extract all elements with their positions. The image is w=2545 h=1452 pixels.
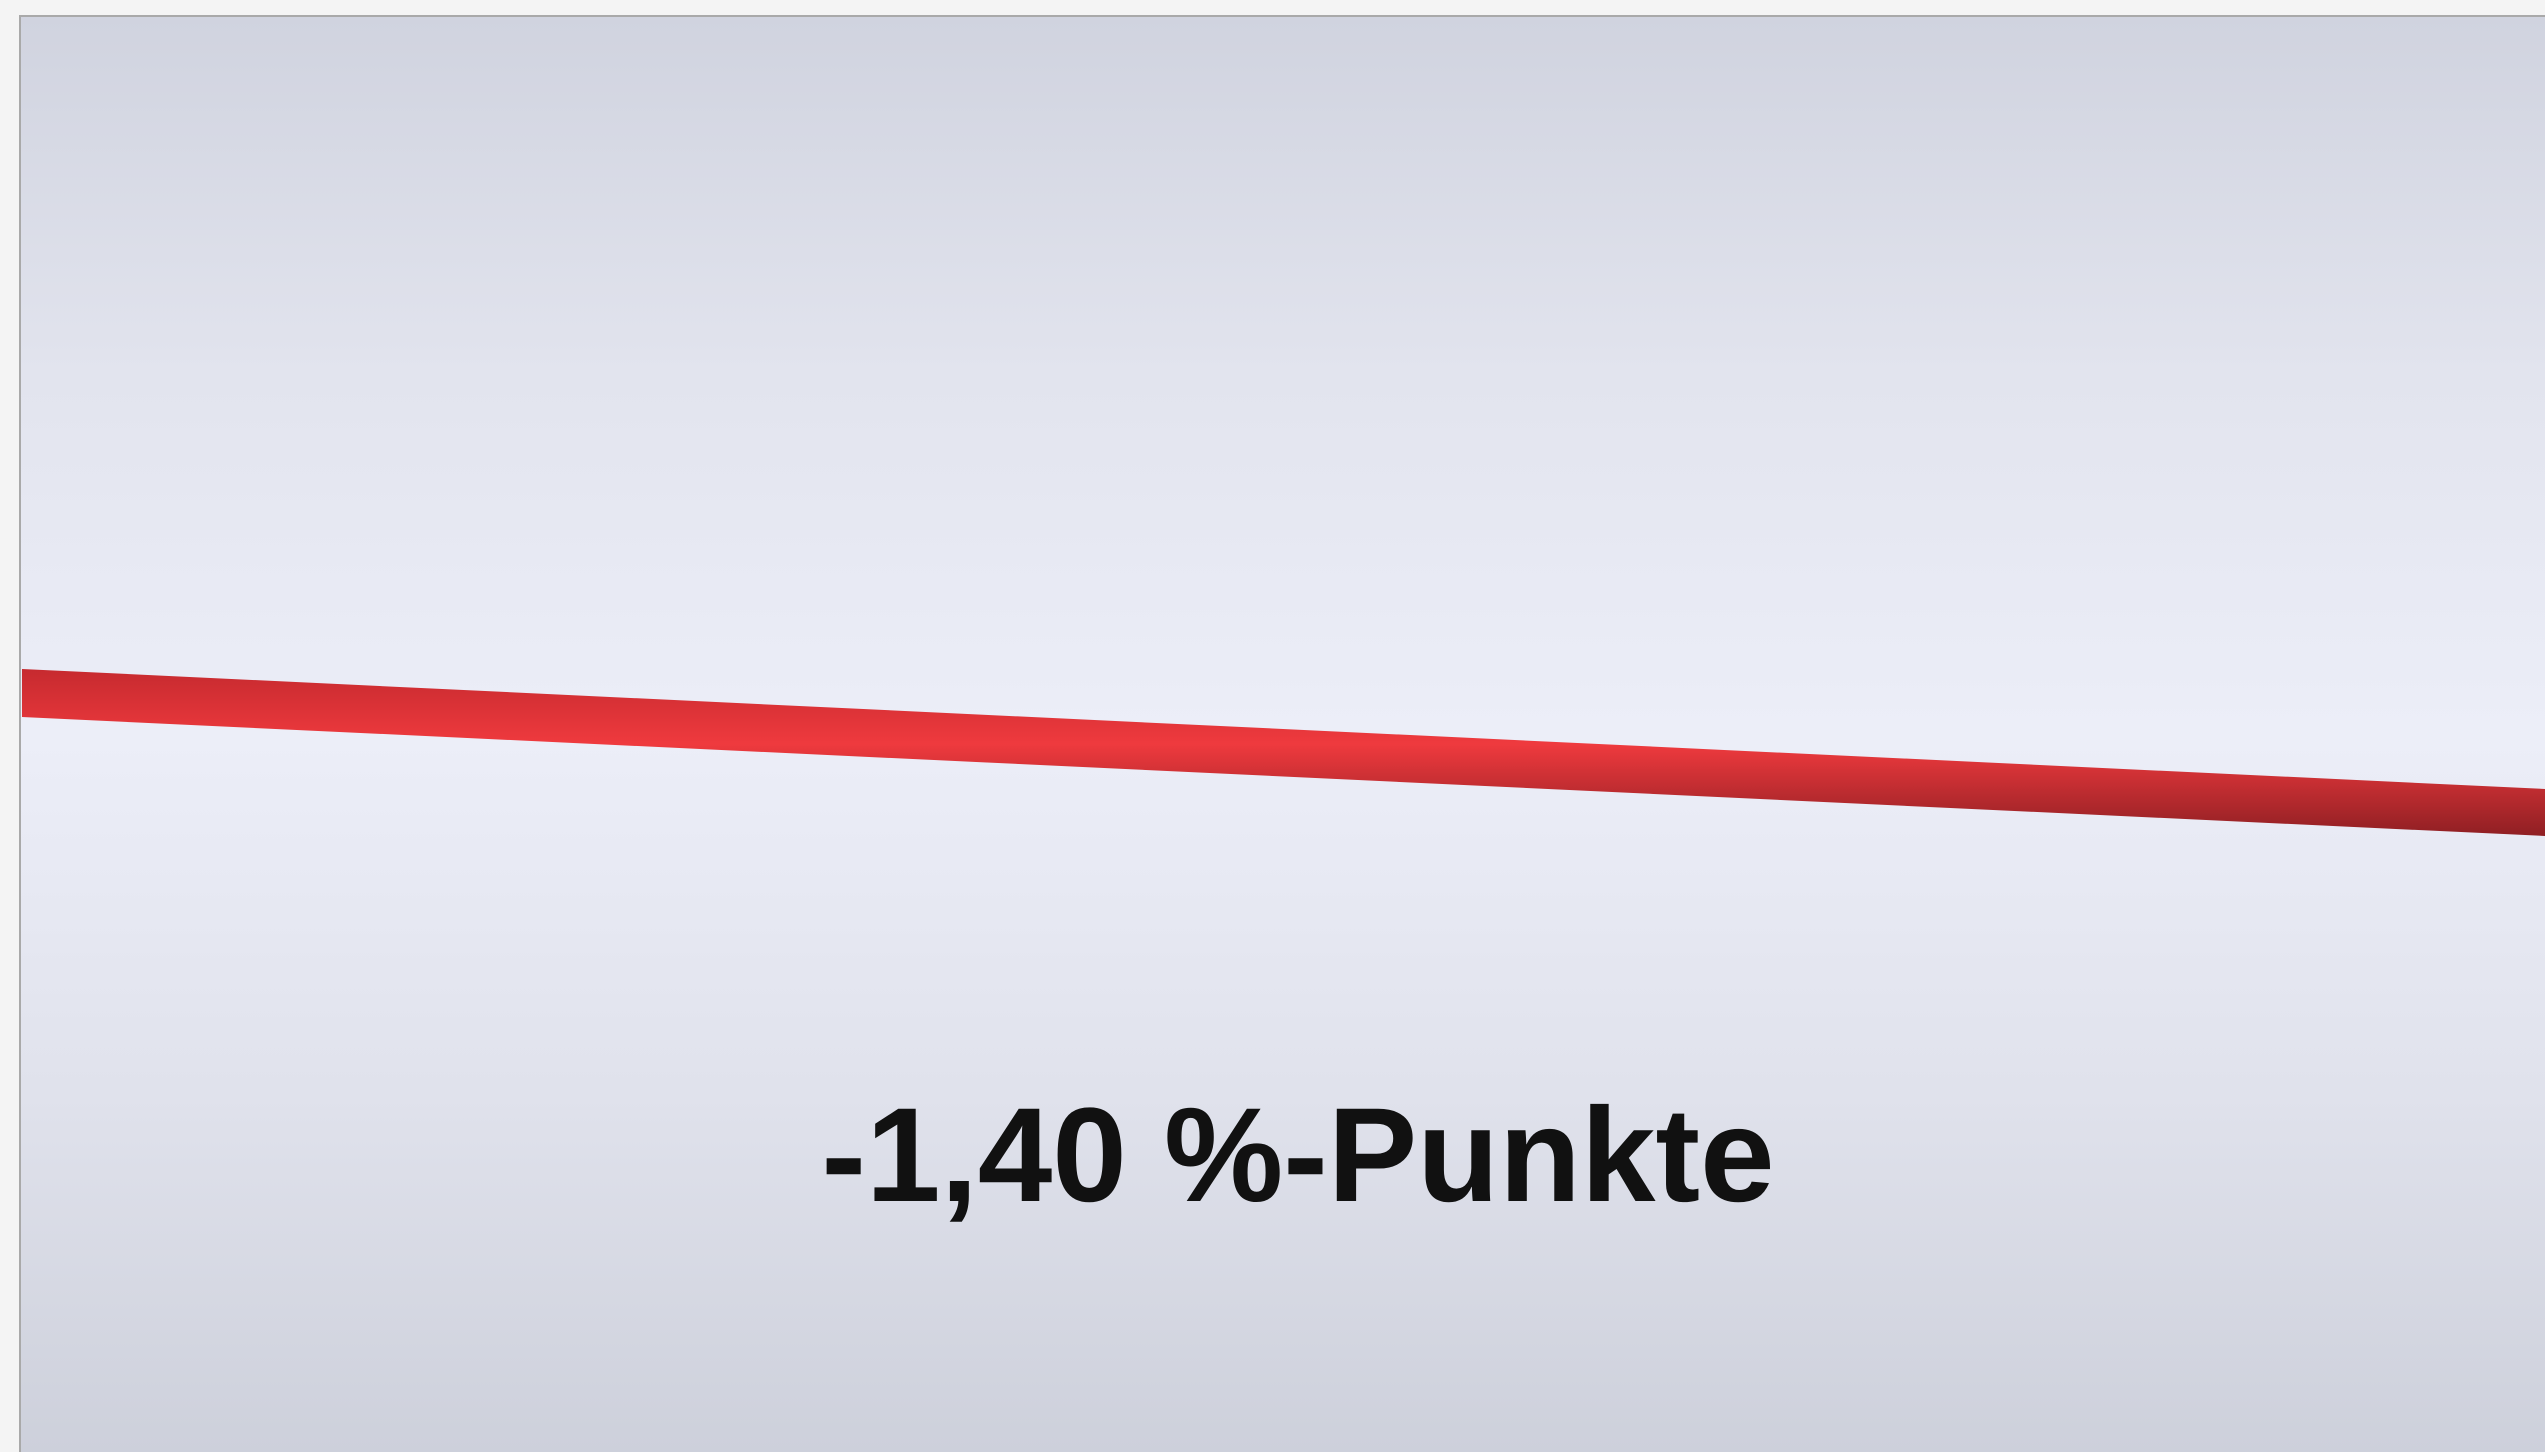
trend-line bbox=[22, 669, 2545, 836]
change-label: -1,40 %-Punkte bbox=[821, 1081, 1774, 1230]
